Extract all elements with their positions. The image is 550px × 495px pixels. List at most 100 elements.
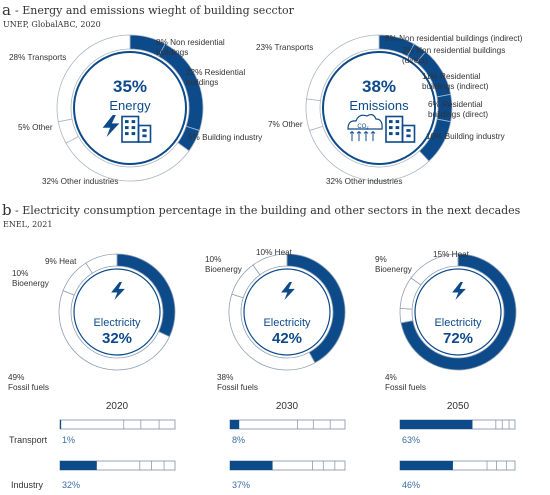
building-icon <box>121 115 152 143</box>
slice-label: 10% Building industry <box>426 132 506 141</box>
building-window <box>125 120 129 124</box>
building-window <box>131 120 136 124</box>
bar-transport-2020: 1% <box>59 419 176 445</box>
slice-label: 9% <box>375 255 387 264</box>
lightning-bolt-icon <box>102 115 120 137</box>
center-label: Emissions <box>349 98 409 113</box>
slice-label: 22% Residential <box>186 68 245 77</box>
slice-label: Bioenergy <box>12 279 50 288</box>
slice-label: Bioenergy <box>205 265 243 274</box>
bar-value-label: 32% <box>62 480 80 490</box>
bar-industry-2030: 37% <box>229 460 346 490</box>
center-label: Electricity <box>263 317 311 329</box>
building-window <box>131 126 136 130</box>
building-window <box>131 132 136 136</box>
donut-slice <box>56 34 131 123</box>
slice-label: 10% <box>12 269 28 278</box>
slice-label: 4% <box>385 373 397 382</box>
center-label: Electricity <box>434 317 482 329</box>
slice-label: Fossil fuels <box>8 383 49 392</box>
up-arrow <box>349 130 355 142</box>
up-arrow <box>370 130 376 142</box>
slice-label: 3% Non residential buildings <box>402 46 505 55</box>
center-percent: 38% <box>362 77 396 96</box>
slice-label: Bioenergy <box>375 265 413 274</box>
year-label: 2050 <box>447 401 470 412</box>
donut-slice <box>399 307 414 324</box>
slice-label: 23% Transports <box>256 43 313 52</box>
donut-slice <box>305 98 324 132</box>
bar-fill <box>230 461 273 470</box>
bar-value-label: 46% <box>402 480 420 490</box>
lightning-bolt-icon <box>111 282 125 300</box>
co2-label: CO₂ <box>357 124 369 130</box>
center-percent: 32% <box>102 330 132 347</box>
donut-chart-emissions: 8% Non residential buildings (indirect) 3… <box>256 34 523 186</box>
bar-value-label: 63% <box>402 435 420 445</box>
slice-label: 10% Heat <box>256 248 293 257</box>
lightning-bolt-icon <box>452 282 466 300</box>
slice-label: 9% Heat <box>45 257 77 266</box>
building-window <box>395 132 400 136</box>
donut-slice <box>410 253 459 286</box>
building-window <box>142 134 147 138</box>
up-arrow <box>363 130 369 142</box>
slice-label: Fossil fuels <box>217 383 258 392</box>
slice-label: 49% <box>8 373 24 382</box>
building-window <box>389 120 393 124</box>
bar-fill <box>230 420 240 429</box>
slice-label: 7% Other <box>268 120 303 129</box>
bar-transport-2050: 63% <box>399 419 516 445</box>
bar-category-transport: Transport <box>9 435 48 445</box>
donut-slice <box>400 253 517 371</box>
center-percent: 42% <box>272 330 302 347</box>
cloud-outline <box>347 113 383 130</box>
slice-label: 38% <box>217 373 233 382</box>
donut-slice <box>85 253 118 274</box>
bar-value-label: 1% <box>62 435 75 445</box>
slice-label: 32% Other industries <box>42 177 118 186</box>
bar-track <box>229 419 346 430</box>
building-low-block <box>401 124 416 143</box>
building-window <box>406 134 411 138</box>
slice-label: 5% Other <box>18 123 53 132</box>
center-percent: 72% <box>443 330 473 347</box>
donut-inner-circle <box>414 268 502 356</box>
building-window <box>125 126 129 130</box>
donut-slice <box>306 34 380 102</box>
slice-label: buildings (indirect) <box>422 82 489 91</box>
year-label: 2030 <box>276 401 299 412</box>
donut-inner-circle <box>243 268 331 356</box>
donut-chart-2020: 49%Fossil fuels 10%Bioenergy 9% Heat Electr… <box>8 253 176 412</box>
center-label: Energy <box>109 98 151 113</box>
year-label: 2020 <box>106 401 129 412</box>
section-b-letter: b <box>2 201 12 219</box>
slice-label: buildings <box>156 48 188 57</box>
donut-chart-2030: 38%Fossil fuels 10%Bioenergy 10% Heat Elect… <box>205 248 346 412</box>
section-b-source: ENEL, 2021 <box>3 220 52 229</box>
slice-label: 5% Building industry <box>188 133 263 142</box>
center-percent: 35% <box>113 77 147 96</box>
section-a-title: - Energy and emissions wieght of buildin… <box>15 4 295 17</box>
bar-fill <box>60 420 62 429</box>
slice-label: 6% Residential <box>428 100 483 109</box>
building-window <box>395 126 400 130</box>
building-window <box>389 132 393 136</box>
bar-category-industry: Industry <box>11 480 44 490</box>
bar-value-label: 37% <box>232 480 250 490</box>
bar-fill <box>400 420 473 429</box>
donut-chart-2050: 4%Fossil fuels 9%Bioenergy 15% Heat Electri… <box>375 250 517 412</box>
slice-label: 8% Non residential buildings (indirect) <box>385 34 523 43</box>
building-window <box>142 129 147 132</box>
section-a-letter: a <box>2 1 11 19</box>
bar-fill <box>60 461 97 470</box>
section-b-title: - Electricity consumption percentage in … <box>15 204 521 217</box>
donut-slice <box>252 253 288 276</box>
building-window <box>125 132 129 136</box>
slice-label: 10% <box>205 255 221 264</box>
section-a-source: UNEP, GlobalABC, 2020 <box>3 20 101 29</box>
slice-label: 32% Other industries <box>326 177 402 186</box>
up-arrow <box>356 130 362 142</box>
